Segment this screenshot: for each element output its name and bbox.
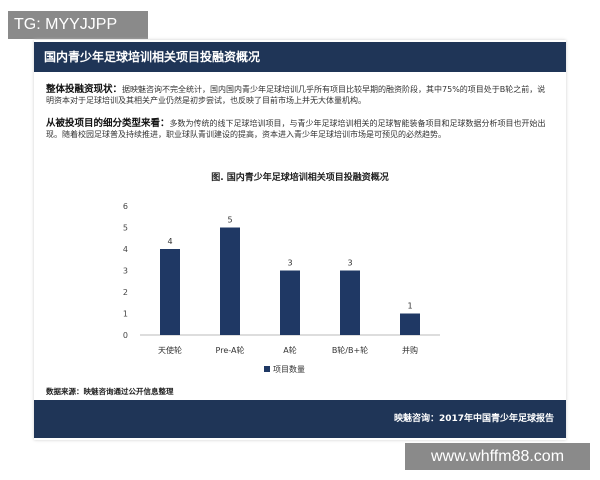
slide: 国内青少年足球培训相关项目投融资概况 整体投融资现状：据映魅咨询不完全统计，国内… <box>34 40 566 440</box>
overview-text: 据映魅咨询不完全统计，国内国内青少年足球培训几乎所有项目比较早期的融资阶段，其中… <box>46 85 546 105</box>
paragraph-overview: 整体投融资现状：据映魅咨询不完全统计，国内国内青少年足球培训几乎所有项目比较早期… <box>46 84 546 106</box>
x-tick-label: B轮/B+轮 <box>332 345 368 355</box>
data-label: 4 <box>167 237 172 246</box>
watermark-bottom: www.whffm88.com <box>405 443 590 470</box>
watermark-top: TG: MYYJJPP <box>8 11 148 39</box>
bar <box>220 227 240 335</box>
x-tick-label: A轮 <box>283 345 296 355</box>
overview-label: 整体投融资现状： <box>46 84 123 95</box>
bar <box>400 313 420 335</box>
legend-label: 项目数量 <box>273 364 305 374</box>
x-tick-label: Pre-A轮 <box>216 345 245 355</box>
y-tick-label: 2 <box>123 288 128 297</box>
x-tick-label: 天使轮 <box>158 345 182 355</box>
x-tick-label: 并购 <box>402 345 418 355</box>
bar <box>280 270 300 335</box>
data-label: 3 <box>347 259 352 268</box>
data-label: 3 <box>287 259 292 268</box>
header-title: 国内青少年足球培训相关项目投融资概况 <box>34 42 566 72</box>
legend-swatch <box>264 366 270 372</box>
segments-label: 从被投项目的细分类型来看： <box>46 118 170 129</box>
bar <box>340 270 360 335</box>
y-tick-label: 4 <box>123 245 128 254</box>
y-tick-label: 0 <box>123 331 128 340</box>
y-tick-label: 1 <box>123 310 128 319</box>
chart-title: 图. 国内青少年足球培训相关项目投融资概况 <box>211 171 389 183</box>
paragraph-segments: 从被投项目的细分类型来看：多数为传统的线下足球培训项目，与青少年足球培训相关的足… <box>46 118 546 140</box>
data-label: 5 <box>227 216 232 225</box>
segments-text: 多数为传统的线下足球培训项目，与青少年足球培训相关的足球智能装备项目和足球数据分… <box>46 119 546 139</box>
y-tick-label: 6 <box>123 202 128 211</box>
footer-bar: 映魅咨询：2017年中国青少年足球报告 <box>34 400 566 438</box>
data-source: 数据来源：映魅咨询通过公开信息整理 <box>46 387 174 396</box>
y-tick-label: 3 <box>123 267 128 276</box>
data-label: 1 <box>407 302 412 311</box>
bar <box>160 249 180 335</box>
y-tick-label: 5 <box>123 224 128 233</box>
